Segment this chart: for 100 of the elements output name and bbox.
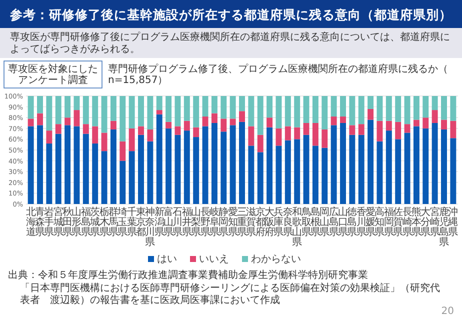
x-tick-label: 長崎県 [402,207,412,238]
bar [330,96,337,117]
x-tick-label: 三重県 [237,207,247,238]
bar [413,96,420,120]
bar [441,96,447,120]
bar [74,110,80,126]
bar [82,134,89,204]
bar [82,124,89,134]
bar [239,96,245,112]
bar [450,138,456,204]
x-tick-label: 岡山県 [320,207,330,238]
bar [303,123,310,135]
bar [28,118,34,126]
bar [55,124,62,134]
bar [294,96,300,128]
x-tick-label: 徳島県 [347,207,358,238]
bar [276,146,282,204]
x-tick-label: 滋賀県 [246,206,256,238]
bar [110,96,116,121]
x-tick-label: 岐阜県 [209,206,220,238]
x-tick-label: 高知県 [374,206,385,238]
x-tick-label: 岩手県 [44,206,54,238]
source-note: 出典：令和５年度厚生労働行政推進調査事業費補助金厚生労働科学特別研究事業 [8,269,368,281]
bar [37,125,43,204]
bar [193,127,200,138]
x-tick-label: 山口県 [338,206,348,238]
text: 20 [441,306,454,317]
bar [340,116,346,123]
x-tick-label: 石川県 [172,207,183,238]
bar [37,96,43,114]
bar [284,126,291,140]
bar [395,96,402,122]
bar [28,96,34,119]
x-tick-label: 沖縄県 [447,206,458,238]
bar [46,144,52,204]
bar [184,96,190,121]
bar [82,96,89,124]
bar [257,134,264,152]
bar [120,160,126,204]
bar [220,96,227,119]
bar [166,96,172,122]
x-tick-label: 福島県 [80,206,91,238]
bar [312,96,318,123]
bar [284,140,291,204]
bar [312,146,318,204]
bar [349,125,356,135]
bar [248,96,254,126]
bar [174,134,181,204]
x-tick-label: 山形県 [72,206,82,238]
bar [404,132,410,204]
x-tick-label: 宮崎県 [430,206,440,238]
bar [266,127,273,204]
bar [368,108,374,120]
bar [312,123,318,146]
bar [441,120,447,130]
bar [230,118,236,126]
bar [322,129,328,148]
bar [432,123,438,204]
x-tick-label: 福岡県 [384,206,394,238]
bar [202,96,208,117]
bar [138,126,144,135]
bar [92,144,98,204]
bar [276,96,282,128]
legend-label: はい [157,254,177,265]
bar [422,96,429,118]
bar [368,96,374,109]
legend-label: わからない [251,254,301,265]
bar [37,113,43,126]
bar [184,130,190,204]
bar [441,129,447,204]
bar [349,96,356,126]
bar [450,120,456,138]
bar [432,110,438,123]
bar [368,120,374,204]
x-tick-label: 和歌山県 [292,206,302,248]
x-tick-label: 静岡県 [218,206,229,238]
bar [340,123,346,204]
bar [230,96,236,119]
bar [138,134,144,204]
bar [211,113,218,123]
bar [266,118,273,128]
bar [202,126,208,204]
bar [110,129,116,204]
x-tick-label: 兵庫県 [274,206,284,238]
x-tick-label: 埼玉県 [116,206,128,238]
x-tick-label: 新潟県 [154,206,164,238]
x-tick-label: 千葉県 [126,206,137,238]
bar [395,139,402,204]
bar [395,122,402,140]
bar [276,128,282,146]
bar [413,120,420,126]
bar [101,132,108,152]
bar [138,96,144,126]
bar [386,130,392,204]
bar [128,128,135,152]
bar [174,126,181,135]
x-tick-label: 愛知県 [228,206,238,238]
bar [294,139,300,204]
bar [211,123,218,204]
bar [156,114,162,204]
